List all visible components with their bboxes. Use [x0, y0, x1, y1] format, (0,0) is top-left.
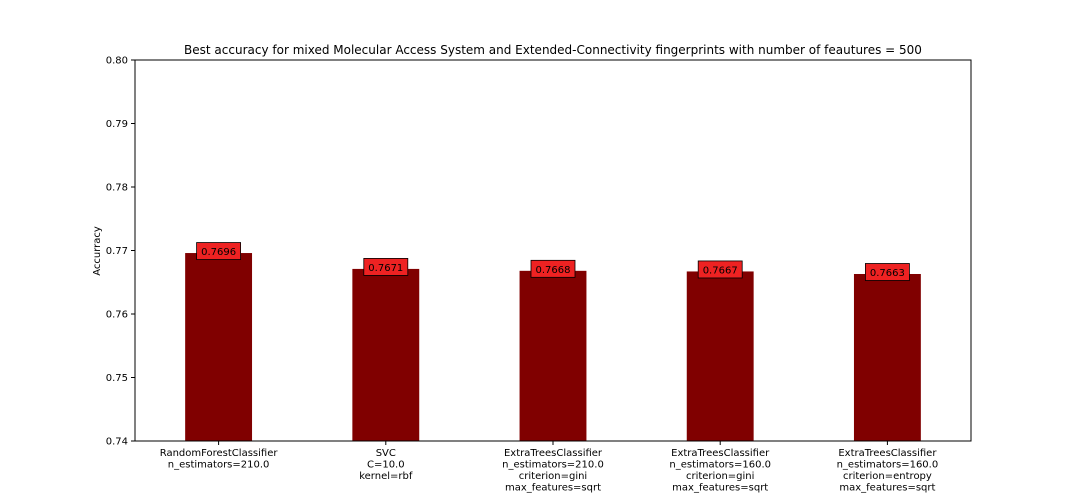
y-tick-label: 0.77	[106, 246, 128, 257]
x-tick-label-line: max_features=sqrt	[505, 483, 601, 494]
data-label: 0.7696	[201, 247, 236, 258]
x-tick-label: SVC C=10.0 kernel=rbf	[359, 448, 413, 482]
x-tick-label: ExtraTreesClassifier n_estimators=210.0 cr…	[502, 448, 604, 494]
data-label-box	[865, 263, 910, 281]
data-label: 0.7667	[703, 265, 738, 276]
x-tick-label-line: criterion=gini	[686, 471, 754, 482]
y-tick-label: 0.78	[106, 183, 128, 194]
plot-area: 0.74 0.75 0.76 0.77 0.78 0.79 0.80 0.7696 Random…	[106, 56, 938, 494]
y-tick-label: 0.76	[106, 310, 128, 321]
x-tick-label-line: criterion=gini	[519, 471, 587, 482]
x-tick-label: RandomForestClassifier n_estimators=210.0	[160, 448, 279, 471]
x-tick-label-line: C=10.0	[367, 460, 405, 471]
data-label-box	[530, 259, 576, 278]
x-tick-label-line: n_estimators=160.0	[837, 460, 939, 471]
bar	[686, 271, 754, 441]
data-label-box	[363, 258, 409, 276]
data-label: 0.7671	[368, 263, 403, 274]
y-axis-label: Accurracy	[92, 226, 103, 276]
y-tick-label: 0.75	[106, 373, 128, 384]
x-tick-label-line: max_features=sqrt	[672, 483, 768, 494]
x-tick-label: ExtraTreesClassifier n_estimators=160.0 cr…	[837, 448, 939, 494]
y-tick-label: 0.74	[106, 437, 128, 448]
data-label-box	[196, 242, 242, 260]
x-tick-label-line: SVC	[376, 448, 396, 459]
bar	[185, 253, 253, 441]
x-tick-label-line: n_estimators=210.0	[502, 460, 604, 471]
data-label: 0.7663	[870, 268, 905, 279]
plot-frame	[134, 59, 972, 442]
x-tick-label-line: n_estimators=160.0	[669, 460, 771, 471]
bar	[352, 268, 420, 441]
x-tick-label-line: ExtraTreesClassifier	[504, 448, 603, 459]
data-label: 0.7668	[536, 265, 571, 276]
x-tick-label-line: criterion=entropy	[843, 471, 932, 482]
x-tick-label-line: RandomForestClassifier	[160, 448, 279, 459]
bar	[853, 273, 921, 441]
x-tick-label-line: n_estimators=210.0	[168, 460, 270, 471]
y-tick-label: 0.80	[106, 56, 128, 67]
x-tick-label: ExtraTreesClassifier n_estimators=160.0 cr…	[669, 448, 771, 494]
bar	[519, 270, 587, 441]
chart-title: Best accuracy for mixed Molecular Access…	[184, 43, 922, 57]
x-tick-label-line: ExtraTreesClassifier	[838, 448, 937, 459]
x-tick-label-line: max_features=sqrt	[839, 483, 935, 494]
x-tick-label-line: kernel=rbf	[359, 471, 413, 482]
data-label-box	[697, 260, 743, 279]
y-tick-label: 0.79	[106, 119, 128, 130]
x-tick-label-line: ExtraTreesClassifier	[671, 448, 770, 459]
